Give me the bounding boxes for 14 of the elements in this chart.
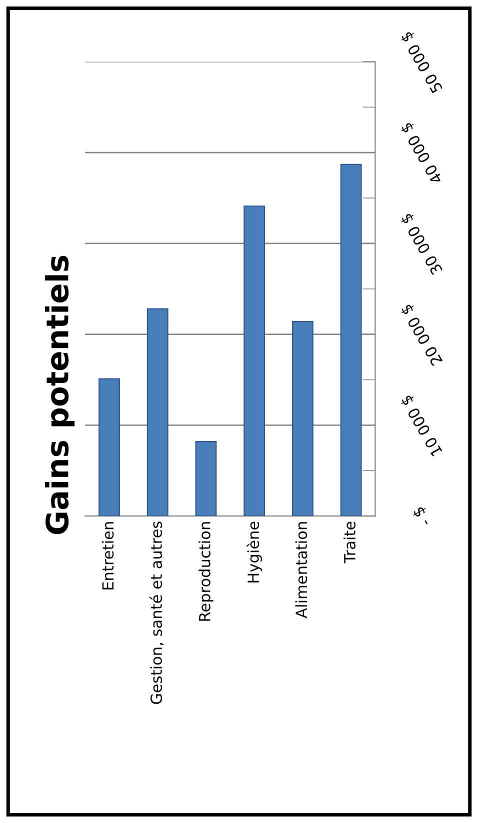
x-tick-label: Traite — [344, 522, 356, 564]
bar — [195, 440, 217, 516]
x-tick-label: Reproduction — [198, 522, 214, 621]
bar — [340, 164, 362, 516]
x-tick-label: Alimentation — [295, 522, 308, 618]
y-tick-label: - $ — [412, 505, 433, 528]
bar — [244, 206, 266, 516]
x-tick-label: Hygiène — [246, 522, 262, 582]
x-tick-label: Gestion, santé et autres — [150, 522, 164, 704]
bar — [146, 308, 168, 516]
text: Gains potentiels — [44, 256, 75, 534]
bar — [98, 378, 120, 516]
x-tick-label: Entretien — [102, 522, 114, 590]
bar — [292, 321, 314, 516]
